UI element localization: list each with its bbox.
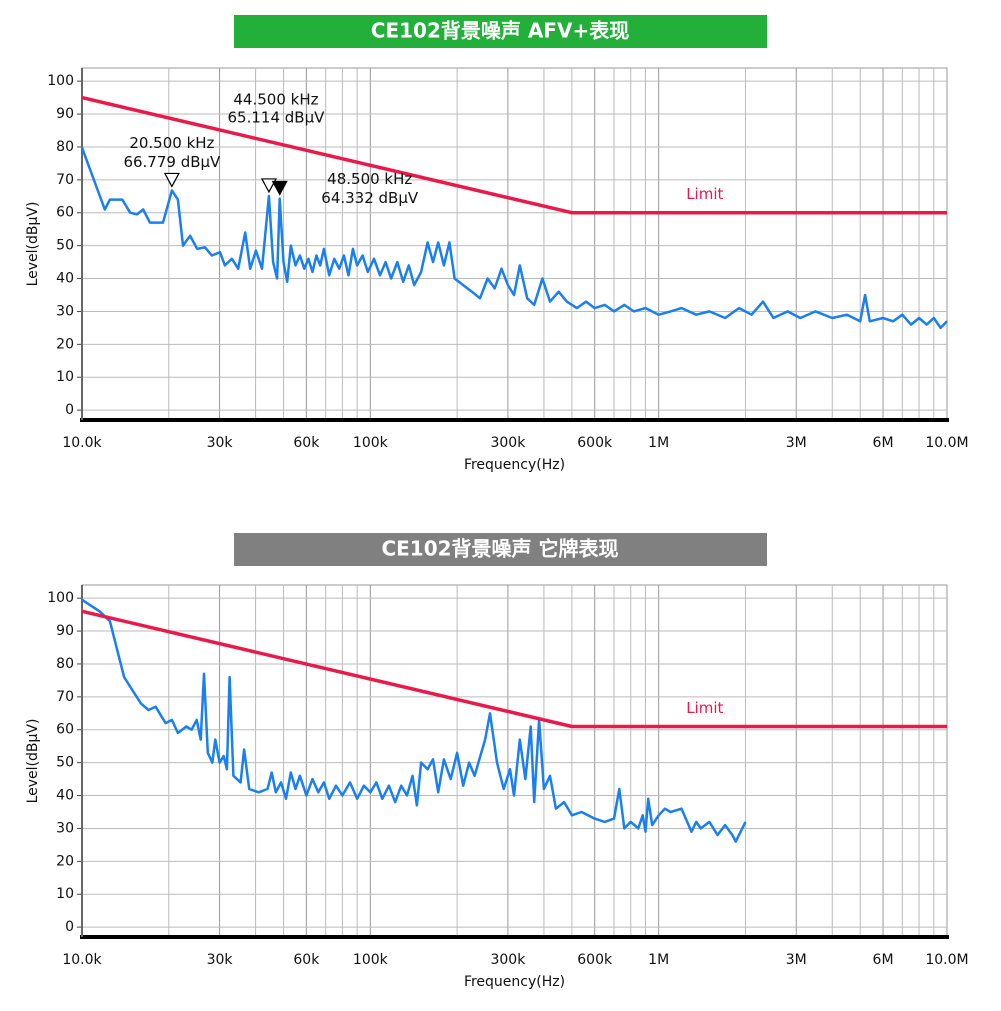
series-line xyxy=(81,95,947,215)
plot-area xyxy=(81,67,948,421)
y-tick-label: 0 xyxy=(65,402,74,418)
x-tick-label: 1M xyxy=(648,435,669,451)
marker-frequency: 44.500 kHz xyxy=(233,90,318,108)
marker-frequency: 20.500 kHz xyxy=(129,134,214,152)
y-tick-label: 40 xyxy=(56,271,74,287)
x-tick-label: 3M xyxy=(786,435,807,451)
x-tick-label: 30k xyxy=(207,435,234,451)
y-tick-label: 40 xyxy=(56,788,74,804)
x-axis-title: Frequency(Hz) xyxy=(464,974,565,990)
y-tick-label: 10 xyxy=(56,886,74,902)
x-tick-label: 100k xyxy=(353,952,389,968)
x-tick-label: 10.0M xyxy=(925,435,968,451)
y-tick-label: 50 xyxy=(56,755,74,771)
x-tick-label: 10.0k xyxy=(62,435,102,451)
y-tick-label: 0 xyxy=(65,919,74,935)
y-tick-label: 20 xyxy=(56,336,74,352)
y-tick-label: 90 xyxy=(56,106,74,122)
y-tick-label: 100 xyxy=(47,73,74,89)
x-tick-label: 30k xyxy=(207,952,234,968)
marker-level: 64.332 dBµV xyxy=(321,189,419,207)
title-box xyxy=(234,533,767,566)
y-tick-label: 30 xyxy=(56,820,74,836)
x-tick-label: 6M xyxy=(873,952,894,968)
x-tick-label: 6M xyxy=(873,435,894,451)
series-line xyxy=(80,147,948,330)
x-tick-label: 100k xyxy=(353,435,389,451)
y-axis-title: Level(dBµV) xyxy=(25,202,41,287)
x-tick-label: 300k xyxy=(490,435,526,451)
x-tick-label: 60k xyxy=(293,435,320,451)
x-tick-label: 600k xyxy=(577,435,613,451)
y-axis-title: Level(dBµV) xyxy=(25,719,41,804)
y-tick-label: 10 xyxy=(56,369,74,385)
x-tick-label: 1M xyxy=(648,952,669,968)
title-box xyxy=(234,15,767,48)
x-tick-label: 3M xyxy=(786,952,807,968)
y-tick-label: 90 xyxy=(56,623,74,639)
y-tick-label: 80 xyxy=(56,139,74,155)
y-tick-label: 70 xyxy=(56,689,74,705)
series-label: Limit xyxy=(686,699,723,717)
y-tick-label: 60 xyxy=(56,722,74,738)
marker-level: 66.779 dBµV xyxy=(123,153,221,171)
x-tick-label: 60k xyxy=(293,952,320,968)
y-tick-label: 20 xyxy=(56,853,74,869)
y-tick-label: 70 xyxy=(56,172,74,188)
x-tick-label: 600k xyxy=(577,952,613,968)
y-tick-label: 80 xyxy=(56,656,74,672)
y-tick-label: 60 xyxy=(56,205,74,221)
x-tick-label: 300k xyxy=(490,952,526,968)
chart-title: CE102背景噪声 AFV+表现 xyxy=(371,19,629,43)
x-axis-title: Frequency(Hz) xyxy=(464,457,565,473)
x-tick-label: 10.0k xyxy=(62,952,102,968)
x-tick-label: 10.0M xyxy=(925,952,968,968)
marker-level: 65.114 dBµV xyxy=(228,108,326,126)
series-line xyxy=(81,598,747,843)
y-tick-label: 100 xyxy=(47,590,74,606)
marker xyxy=(271,180,288,196)
marker xyxy=(163,172,180,188)
marker-frequency: 48.500 kHz xyxy=(327,170,412,188)
chart-title: CE102背景噪声 它牌表现 xyxy=(381,537,618,561)
y-tick-label: 50 xyxy=(56,238,74,254)
y-tick-label: 30 xyxy=(56,303,74,319)
series-line xyxy=(81,609,947,729)
series-label: Limit xyxy=(686,185,723,203)
